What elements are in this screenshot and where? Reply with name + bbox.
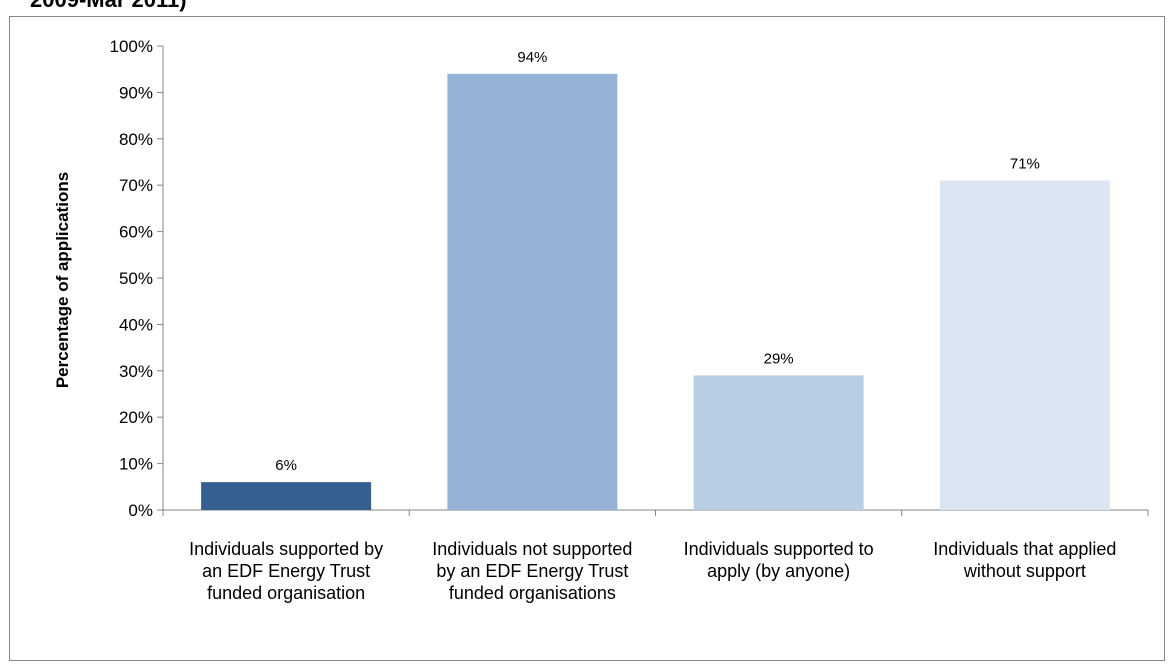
y-tick-label: 80% — [119, 130, 153, 149]
bar — [447, 73, 618, 510]
x-category-label: Individuals not supported by an EDF Ener… — [432, 539, 633, 603]
y-tick-label: 50% — [119, 269, 153, 288]
y-tick-label: 0% — [128, 501, 153, 520]
y-tick-label: 100% — [110, 37, 153, 56]
x-category-label: Individuals that applied without support — [933, 539, 1117, 581]
bar — [693, 375, 864, 510]
data-label: 29% — [764, 350, 794, 367]
x-category-label: Individuals supported by an EDF Energy T… — [189, 539, 384, 603]
data-label: 6% — [275, 457, 297, 474]
x-category-label: Individuals supported to apply (by anyon… — [683, 539, 874, 581]
y-tick-label: 70% — [119, 176, 153, 195]
y-axis-label: Percentage of applications — [53, 172, 72, 388]
y-tick-label: 40% — [119, 315, 153, 334]
bar — [201, 482, 372, 510]
data-label: 71% — [1010, 156, 1040, 173]
bar — [939, 180, 1110, 510]
y-tick-label: 10% — [119, 455, 153, 474]
y-tick-label: 60% — [119, 223, 153, 242]
data-label: 94% — [517, 49, 547, 66]
y-tick-label: 20% — [119, 408, 153, 427]
y-tick-label: 30% — [119, 362, 153, 381]
chart-frame — [9, 16, 1165, 661]
chart-title-fragment: 2009-Mar 2011) — [30, 0, 187, 13]
y-tick-label: 90% — [119, 83, 153, 102]
